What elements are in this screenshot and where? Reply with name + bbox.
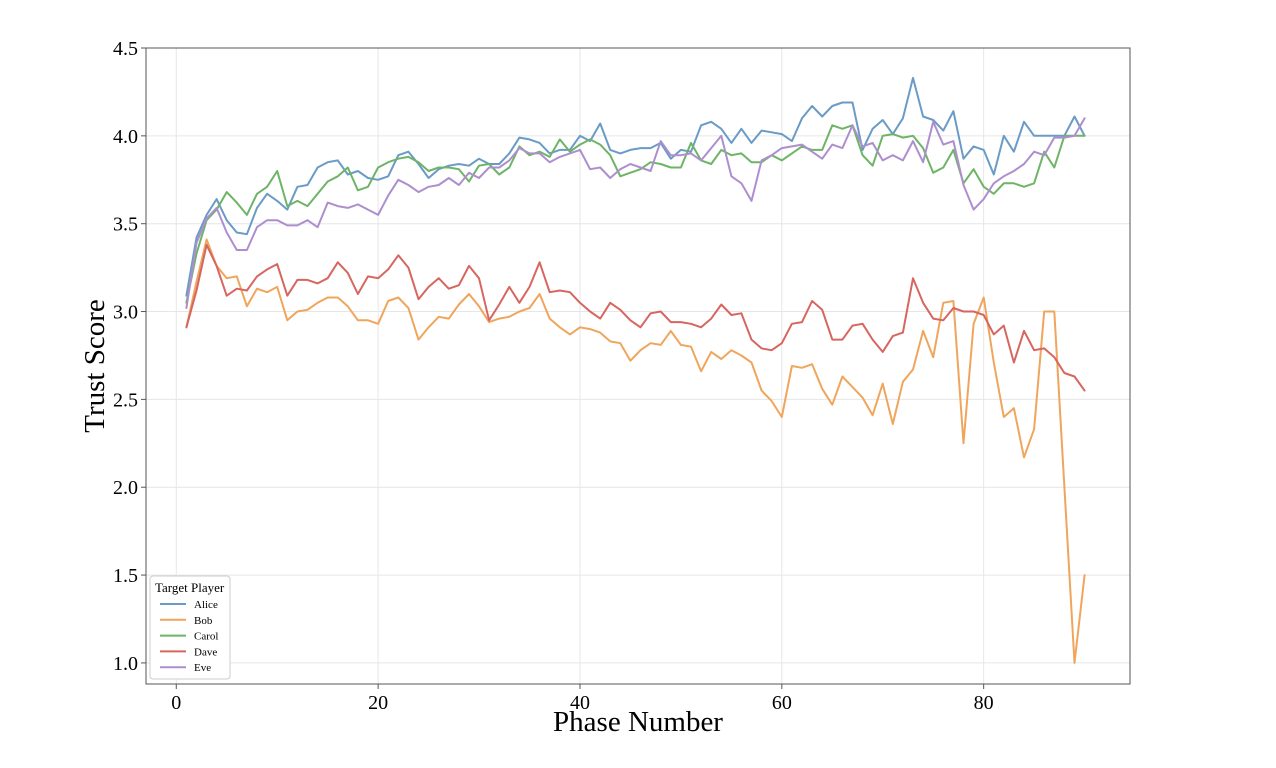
y-tick-label: 4.0 bbox=[113, 126, 138, 148]
legend-label-bob: Bob bbox=[194, 615, 213, 627]
legend-label-dave: Dave bbox=[194, 646, 217, 658]
x-tick-label: 40 bbox=[570, 692, 590, 714]
legend: Target Player Alice Bob Carol Dave Eve bbox=[149, 575, 231, 680]
series-line-eve bbox=[185, 117, 1086, 309]
y-tick-label: 3.0 bbox=[113, 302, 138, 324]
y-tick-label: 2.5 bbox=[113, 389, 138, 411]
series-line-alice bbox=[185, 76, 1086, 297]
series-lines bbox=[185, 76, 1086, 664]
series-line-dave bbox=[185, 243, 1086, 392]
legend-label-carol: Carol bbox=[194, 631, 218, 643]
x-axis-title: Phase Number bbox=[553, 706, 723, 738]
legend-label-alice: Alice bbox=[194, 599, 218, 611]
y-axis-title: Trust Score bbox=[79, 299, 111, 432]
series-line-bob bbox=[185, 238, 1086, 664]
y-tick-label: 1.0 bbox=[113, 653, 138, 675]
y-tick-label: 4.5 bbox=[113, 38, 138, 60]
x-tick-label: 0 bbox=[171, 692, 181, 714]
y-tick-label: 3.5 bbox=[113, 214, 138, 236]
y-tick-label: 1.5 bbox=[113, 565, 138, 587]
legend-title: Target Player bbox=[155, 580, 225, 595]
legend-label-eve: Eve bbox=[194, 662, 211, 674]
axis-ticks: 0 20 40 60 80 1.0 1.5 2.0 2.5 3.0 3.5 4.0 4.5 bbox=[113, 38, 994, 714]
plot-frame bbox=[145, 47, 1131, 685]
x-tick-label: 20 bbox=[368, 692, 388, 714]
y-tick-label: 2.0 bbox=[113, 477, 138, 499]
x-tick-label: 60 bbox=[772, 692, 792, 714]
series-line-carol bbox=[185, 124, 1086, 304]
x-tick-label: 80 bbox=[974, 692, 994, 714]
legend-box bbox=[149, 575, 231, 680]
